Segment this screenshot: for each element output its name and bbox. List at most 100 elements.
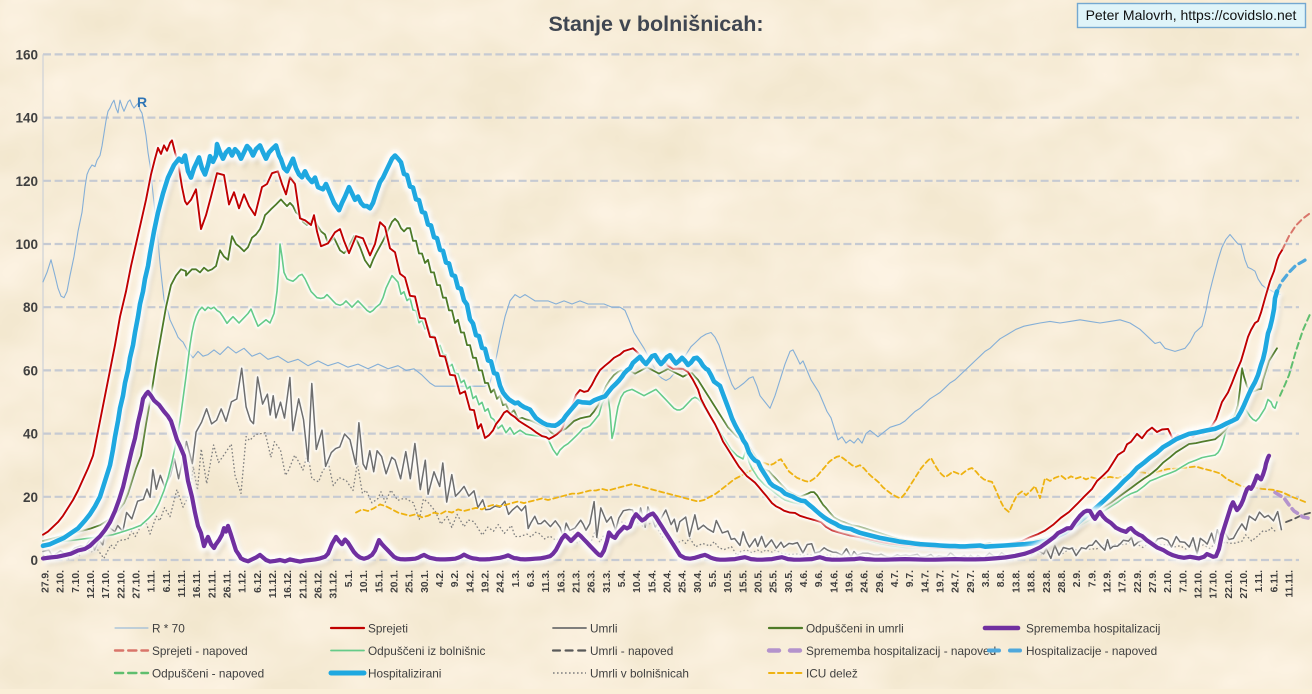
svg-text:23.8.: 23.8. — [1042, 570, 1053, 593]
svg-text:13.8.: 13.8. — [1011, 570, 1022, 593]
svg-text:14.7.: 14.7. — [920, 570, 931, 593]
svg-text:5.4.: 5.4. — [617, 570, 628, 587]
svg-text:30.4.: 30.4. — [693, 570, 704, 593]
svg-text:22.9.: 22.9. — [1133, 570, 1144, 593]
svg-text:15.1.: 15.1. — [374, 570, 385, 593]
svg-text:Sprememba hospitalizacij: Sprememba hospitalizacij — [1026, 621, 1160, 635]
svg-text:7.10.: 7.10. — [1178, 570, 1189, 593]
svg-text:29.6.: 29.6. — [875, 570, 886, 593]
svg-text:11.3.: 11.3. — [541, 570, 552, 592]
svg-text:11.11.: 11.11. — [1285, 570, 1296, 598]
svg-text:Sprejeti - napoved: Sprejeti - napoved — [152, 644, 248, 658]
svg-text:29.7.: 29.7. — [966, 570, 977, 593]
svg-text:17.10.: 17.10. — [101, 570, 112, 599]
svg-text:22.10.: 22.10. — [116, 570, 127, 599]
svg-text:5.5.: 5.5. — [708, 570, 719, 587]
svg-text:R: R — [137, 94, 147, 110]
svg-text:Sprememba hospitalizacij - nap: Sprememba hospitalizacij - napoved — [806, 644, 996, 658]
svg-text:18.8.: 18.8. — [1027, 570, 1038, 593]
svg-text:26.11.: 26.11. — [223, 570, 234, 598]
svg-text:14.2.: 14.2. — [465, 570, 476, 593]
svg-text:120: 120 — [15, 174, 38, 189]
svg-text:19.6.: 19.6. — [845, 570, 856, 593]
svg-text:20.4.: 20.4. — [663, 570, 674, 593]
svg-text:0: 0 — [30, 553, 38, 568]
svg-text:1.3.: 1.3. — [511, 570, 522, 587]
svg-text:Odpuščeni in umrli: Odpuščeni in umrli — [806, 621, 904, 635]
svg-text:1.12.: 1.12. — [238, 570, 249, 593]
svg-text:6.3.: 6.3. — [526, 570, 537, 587]
svg-text:21.11.: 21.11. — [207, 570, 218, 598]
svg-text:28.8.: 28.8. — [1057, 570, 1068, 593]
svg-text:Umrli - napoved: Umrli - napoved — [590, 644, 673, 658]
svg-text:17.10.: 17.10. — [1209, 570, 1220, 599]
svg-text:5.1.: 5.1. — [344, 570, 355, 587]
svg-text:30.5.: 30.5. — [784, 570, 795, 593]
svg-text:21.12.: 21.12. — [298, 570, 309, 599]
svg-text:21.3.: 21.3. — [572, 570, 583, 593]
svg-text:R * 70: R * 70 — [152, 621, 185, 635]
svg-text:27.9.: 27.9. — [41, 570, 52, 593]
svg-text:140: 140 — [15, 111, 38, 126]
svg-text:15.4.: 15.4. — [647, 570, 658, 593]
svg-text:Hospitalizacije - napoved: Hospitalizacije - napoved — [1026, 644, 1157, 658]
svg-text:60: 60 — [23, 363, 38, 378]
svg-text:6.11.: 6.11. — [162, 570, 173, 592]
svg-text:26.12.: 26.12. — [314, 570, 325, 599]
svg-text:16.3.: 16.3. — [556, 570, 567, 593]
svg-text:9.7.: 9.7. — [905, 570, 916, 587]
svg-text:3.8.: 3.8. — [981, 570, 992, 587]
svg-text:Hospitalizirani: Hospitalizirani — [368, 666, 441, 680]
svg-text:1.11.: 1.11. — [147, 570, 158, 592]
svg-text:10.5.: 10.5. — [723, 570, 734, 593]
svg-text:27.9.: 27.9. — [1148, 570, 1159, 593]
svg-text:17.9.: 17.9. — [1118, 570, 1129, 593]
svg-text:Stanje v bolnišnicah:: Stanje v bolnišnicah: — [548, 12, 763, 36]
svg-text:6.12.: 6.12. — [253, 570, 264, 593]
svg-text:27.10.: 27.10. — [1239, 570, 1250, 599]
svg-text:4.7.: 4.7. — [890, 570, 901, 587]
svg-text:7.10.: 7.10. — [71, 570, 82, 593]
svg-text:19.7.: 19.7. — [936, 570, 947, 593]
svg-text:Peter Malovrh, https://covidsl: Peter Malovrh, https://covidslo.net — [1086, 7, 1297, 23]
svg-text:10.4.: 10.4. — [632, 570, 643, 593]
svg-text:12.10.: 12.10. — [1194, 570, 1205, 599]
svg-text:16.11.: 16.11. — [192, 570, 203, 598]
svg-text:12.9.: 12.9. — [1102, 570, 1113, 593]
svg-text:16.12.: 16.12. — [283, 570, 294, 599]
svg-text:160: 160 — [15, 47, 38, 62]
svg-text:20: 20 — [23, 490, 38, 505]
svg-text:14.6.: 14.6. — [829, 570, 840, 593]
svg-text:24.6.: 24.6. — [860, 570, 871, 593]
svg-text:15.5.: 15.5. — [738, 570, 749, 593]
svg-text:11.12.: 11.12. — [268, 570, 279, 598]
svg-text:4.6.: 4.6. — [799, 570, 810, 587]
svg-text:6.11.: 6.11. — [1269, 570, 1280, 592]
svg-text:30.1.: 30.1. — [420, 570, 431, 593]
svg-text:9.6.: 9.6. — [814, 570, 825, 587]
svg-text:Umrli v bolnišnicah: Umrli v bolnišnicah — [590, 666, 689, 680]
svg-text:25.4.: 25.4. — [678, 570, 689, 593]
svg-text:2.10.: 2.10. — [56, 570, 67, 593]
svg-text:31.12.: 31.12. — [329, 570, 340, 599]
svg-text:25.1.: 25.1. — [405, 570, 416, 593]
svg-text:Odpuščeni - napoved: Odpuščeni - napoved — [152, 666, 264, 680]
svg-text:4.2.: 4.2. — [435, 570, 446, 587]
svg-text:Umrli: Umrli — [590, 621, 618, 635]
svg-text:31.3.: 31.3. — [602, 570, 613, 593]
svg-text:Odpuščeni iz bolnišnic: Odpuščeni iz bolnišnic — [368, 644, 485, 658]
svg-text:20.1.: 20.1. — [389, 570, 400, 593]
svg-text:20.5.: 20.5. — [754, 570, 765, 593]
svg-text:10.1.: 10.1. — [359, 570, 370, 593]
svg-text:25.5.: 25.5. — [769, 570, 780, 593]
svg-text:1.11.: 1.11. — [1254, 570, 1265, 592]
svg-text:22.10.: 22.10. — [1224, 570, 1235, 599]
svg-text:100: 100 — [15, 237, 38, 252]
svg-text:40: 40 — [23, 427, 38, 442]
svg-text:27.10.: 27.10. — [132, 570, 143, 599]
svg-text:24.2.: 24.2. — [496, 570, 507, 593]
svg-text:Sprejeti: Sprejeti — [368, 621, 408, 635]
svg-text:9.2.: 9.2. — [450, 570, 461, 587]
svg-text:ICU delež: ICU delež — [806, 666, 858, 680]
svg-text:12.10.: 12.10. — [86, 570, 97, 599]
